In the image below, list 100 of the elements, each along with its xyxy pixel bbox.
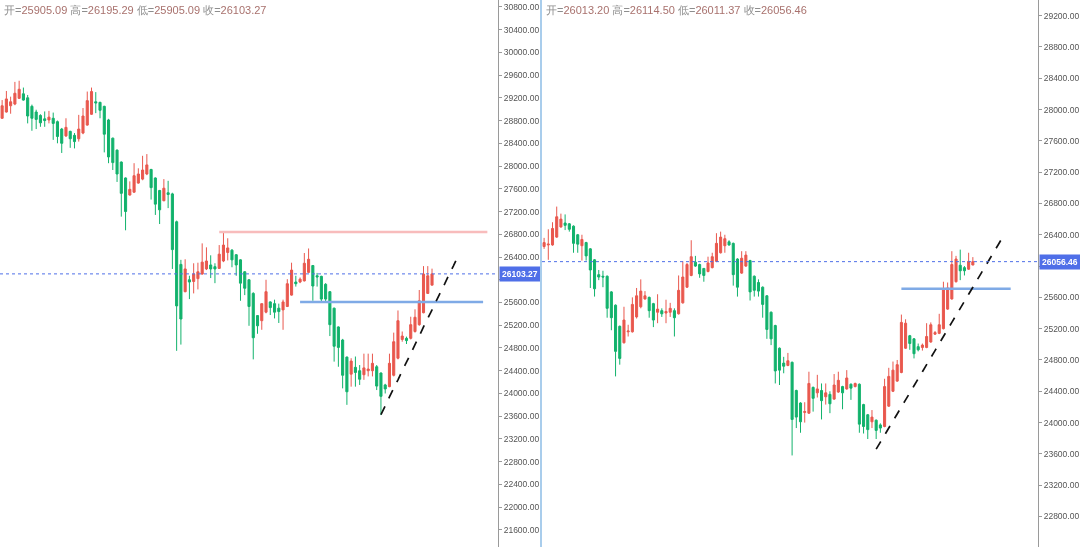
- candlestick: [145, 153, 149, 176]
- y-tick-label: 26800.00: [1043, 198, 1080, 209]
- annotation: 开=26013.20 高=26114.50 低=26011.37 收=26056.46: [546, 4, 807, 16]
- candlestick: [967, 252, 971, 271]
- y-tick-label: 26400.00: [1043, 229, 1080, 240]
- candlestick: [238, 258, 243, 302]
- candlestick: [740, 250, 744, 275]
- candlestick: [702, 267, 706, 283]
- annotation: 开=25905.09 高=26195.29 低=25905.09 收=26103.27: [4, 4, 267, 16]
- candlestick: [64, 117, 68, 138]
- candlestick: [563, 213, 567, 231]
- ref-line-label: 26103.27: [502, 269, 538, 279]
- candlestick: [824, 382, 828, 406]
- candlestick: [706, 256, 710, 273]
- candlestick: [849, 382, 853, 401]
- candlestick: [404, 336, 409, 345]
- y-tick-label: 30400.00: [503, 24, 540, 35]
- candlestick: [912, 337, 916, 359]
- candlestick: [34, 109, 38, 130]
- candlestick: [38, 113, 42, 128]
- y-tick-label: 28800.00: [503, 115, 540, 126]
- y-tick-label: 25200.00: [503, 320, 540, 331]
- candlestick: [43, 110, 47, 128]
- y-tick-label: 23600.00: [503, 411, 540, 422]
- y-tick-label: 30000.00: [503, 47, 540, 58]
- candlestick: [141, 155, 145, 181]
- candlestick: [811, 386, 815, 413]
- candlestick: [929, 321, 933, 344]
- candlestick: [664, 299, 668, 324]
- candlestick: [656, 293, 660, 324]
- y-tick-label: 22800.00: [1043, 511, 1080, 522]
- y-tick-label: 21600.00: [503, 524, 540, 535]
- y-tick-label: 25600.00: [1043, 292, 1080, 303]
- candlestick: [302, 252, 306, 282]
- y-tick-label: 27600.00: [1043, 135, 1080, 146]
- candlestick: [958, 249, 962, 281]
- y-tick-label: 24800.00: [1043, 354, 1080, 365]
- candlestick: [192, 262, 196, 294]
- candlestick: [828, 390, 832, 414]
- candlestick: [580, 234, 584, 262]
- candlestick: [226, 237, 230, 261]
- candlestick: [319, 275, 323, 303]
- candlestick: [72, 132, 77, 149]
- candlestick: [268, 300, 272, 316]
- candlestick: [925, 322, 929, 349]
- y-tick-label: 26800.00: [503, 229, 540, 240]
- y-tick-label: 29200.00: [1043, 10, 1080, 21]
- candlestick: [273, 299, 277, 319]
- candlestick: [672, 307, 676, 337]
- candlestick: [572, 224, 576, 254]
- y-tick-label: 25600.00: [503, 297, 540, 308]
- candlestick: [47, 110, 51, 124]
- y-tick-label: 27200.00: [1043, 167, 1080, 178]
- candlestick: [660, 307, 664, 318]
- candlestick: [971, 256, 975, 266]
- candlestick: [187, 275, 191, 300]
- y-tick-label: 24000.00: [503, 388, 540, 399]
- candlestick: [132, 162, 136, 194]
- y-tick-label: 27600.00: [503, 183, 540, 194]
- y-tick-label: 28000.00: [503, 161, 540, 172]
- y-tick-label: 28000.00: [1043, 104, 1080, 115]
- candlestick: [790, 361, 794, 456]
- candlestick: [622, 306, 626, 345]
- candlestick: [786, 352, 790, 367]
- candlestick: [857, 382, 861, 434]
- y-tick-label: 22400.00: [503, 479, 540, 490]
- candlestick: [853, 382, 857, 388]
- y-tick-label: 24800.00: [503, 342, 540, 353]
- y-tick-label: 24000.00: [1043, 417, 1080, 428]
- y-tick-label: 23200.00: [503, 433, 540, 444]
- y-tick-label: 24400.00: [503, 365, 540, 376]
- y-tick-label: 28400.00: [1043, 73, 1080, 84]
- candlestick: [294, 275, 298, 288]
- candlestick: [68, 130, 72, 149]
- candlestick: [874, 418, 878, 440]
- candlestick: [815, 374, 819, 399]
- candlestick: [845, 369, 849, 391]
- y-tick-label: 29200.00: [503, 92, 540, 103]
- candlestick: [748, 259, 752, 301]
- y-tick-label: 26400.00: [503, 251, 540, 262]
- candlestick: [204, 246, 208, 271]
- candlestick: [870, 409, 874, 429]
- candlestick: [311, 264, 315, 302]
- candlestick: [820, 382, 824, 420]
- y-tick-label: 28400.00: [503, 138, 540, 149]
- y-tick-label: 23600.00: [1043, 448, 1080, 459]
- candlestick: [941, 281, 945, 330]
- candlestick: [353, 356, 357, 388]
- candlestick: [51, 112, 55, 141]
- y-tick-label: 23200.00: [1043, 480, 1080, 491]
- y-tick-label: 22800.00: [503, 456, 540, 467]
- candlestick: [349, 357, 353, 388]
- y-tick-label: 24400.00: [1043, 386, 1080, 397]
- candlestick: [94, 91, 98, 114]
- candlestick: [209, 254, 213, 279]
- ref-line-label: 26056.46: [1042, 257, 1078, 267]
- candlestick: [362, 353, 366, 381]
- y-tick-label: 27200.00: [503, 206, 540, 217]
- y-tick-label: 30800.00: [503, 1, 540, 12]
- candlestick: [162, 178, 166, 202]
